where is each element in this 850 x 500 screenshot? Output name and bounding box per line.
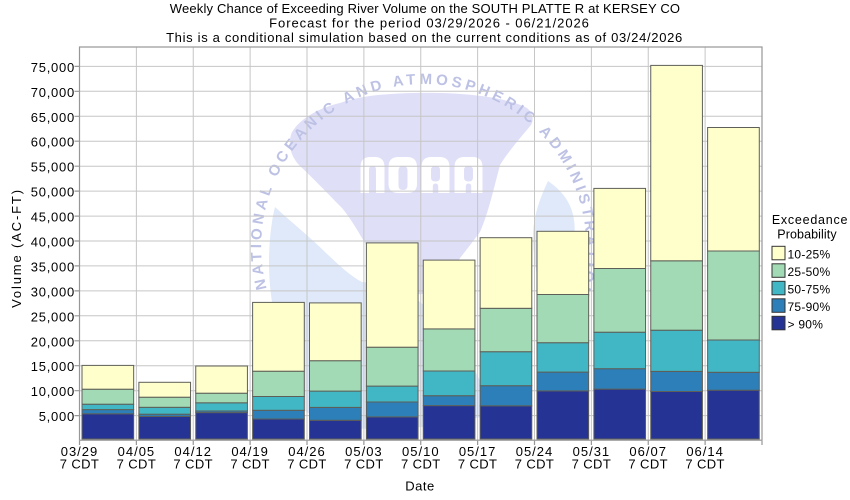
svg-text:30,000: 30,000 — [31, 284, 75, 299]
svg-text:7 CDT: 7 CDT — [117, 456, 157, 471]
svg-text:7 CDT: 7 CDT — [344, 456, 384, 471]
svg-text:20,000: 20,000 — [31, 334, 75, 349]
svg-text:35,000: 35,000 — [31, 259, 75, 274]
svg-text:40,000: 40,000 — [31, 235, 75, 250]
svg-text:55,000: 55,000 — [31, 160, 75, 175]
svg-text:65,000: 65,000 — [31, 110, 75, 125]
svg-text:Volume (AC-FT): Volume (AC-FT) — [9, 188, 24, 308]
svg-text:7 CDT: 7 CDT — [173, 456, 213, 471]
svg-text:7 CDT: 7 CDT — [287, 456, 327, 471]
svg-text:04/26: 04/26 — [288, 444, 326, 459]
svg-text:25,000: 25,000 — [31, 309, 75, 324]
svg-text:7 CDT: 7 CDT — [572, 456, 612, 471]
svg-text:7 CDT: 7 CDT — [515, 456, 555, 471]
svg-text:05/10: 05/10 — [402, 444, 440, 459]
svg-text:Forecast for the period 03/29/: Forecast for the period 03/29/2026 - 06/… — [269, 16, 590, 31]
svg-text:05/17: 05/17 — [459, 444, 497, 459]
svg-text:7 CDT: 7 CDT — [685, 456, 725, 471]
svg-text:06/07: 06/07 — [629, 444, 667, 459]
svg-text:75,000: 75,000 — [31, 60, 75, 75]
svg-text:50,000: 50,000 — [31, 185, 75, 200]
svg-text:7 CDT: 7 CDT — [401, 456, 441, 471]
svg-text:06/14: 06/14 — [686, 444, 724, 459]
svg-text:7 CDT: 7 CDT — [230, 456, 270, 471]
svg-text:15,000: 15,000 — [31, 359, 75, 374]
svg-text:Probability: Probability — [777, 228, 837, 242]
svg-text:Date: Date — [405, 479, 434, 494]
svg-text:70,000: 70,000 — [31, 85, 75, 100]
svg-text:7 CDT: 7 CDT — [628, 456, 668, 471]
svg-text:> 90%: > 90% — [788, 318, 824, 332]
svg-text:This is a conditional simulati: This is a conditional simulation based o… — [166, 30, 683, 45]
svg-text:Weekly Chance of Exceeding Riv: Weekly Chance of Exceeding River Volume … — [170, 1, 680, 16]
svg-text:10-25%: 10-25% — [788, 248, 831, 262]
svg-text:04/19: 04/19 — [231, 444, 269, 459]
svg-text:45,000: 45,000 — [31, 210, 75, 225]
svg-text:25-50%: 25-50% — [788, 265, 831, 279]
svg-text:05/31: 05/31 — [573, 444, 611, 459]
svg-text:03/29: 03/29 — [61, 444, 99, 459]
svg-text:5,000: 5,000 — [39, 409, 75, 424]
svg-text:05/24: 05/24 — [516, 444, 554, 459]
svg-text:7 CDT: 7 CDT — [60, 456, 100, 471]
svg-text:75-90%: 75-90% — [788, 300, 831, 314]
svg-text:Exceedance: Exceedance — [772, 213, 848, 227]
svg-text:10,000: 10,000 — [31, 384, 75, 399]
svg-text:04/12: 04/12 — [174, 444, 212, 459]
svg-text:04/05: 04/05 — [118, 444, 156, 459]
svg-text:7 CDT: 7 CDT — [458, 456, 498, 471]
svg-text:60,000: 60,000 — [31, 135, 75, 150]
svg-text:50-75%: 50-75% — [788, 283, 831, 297]
svg-text:05/03: 05/03 — [345, 444, 383, 459]
